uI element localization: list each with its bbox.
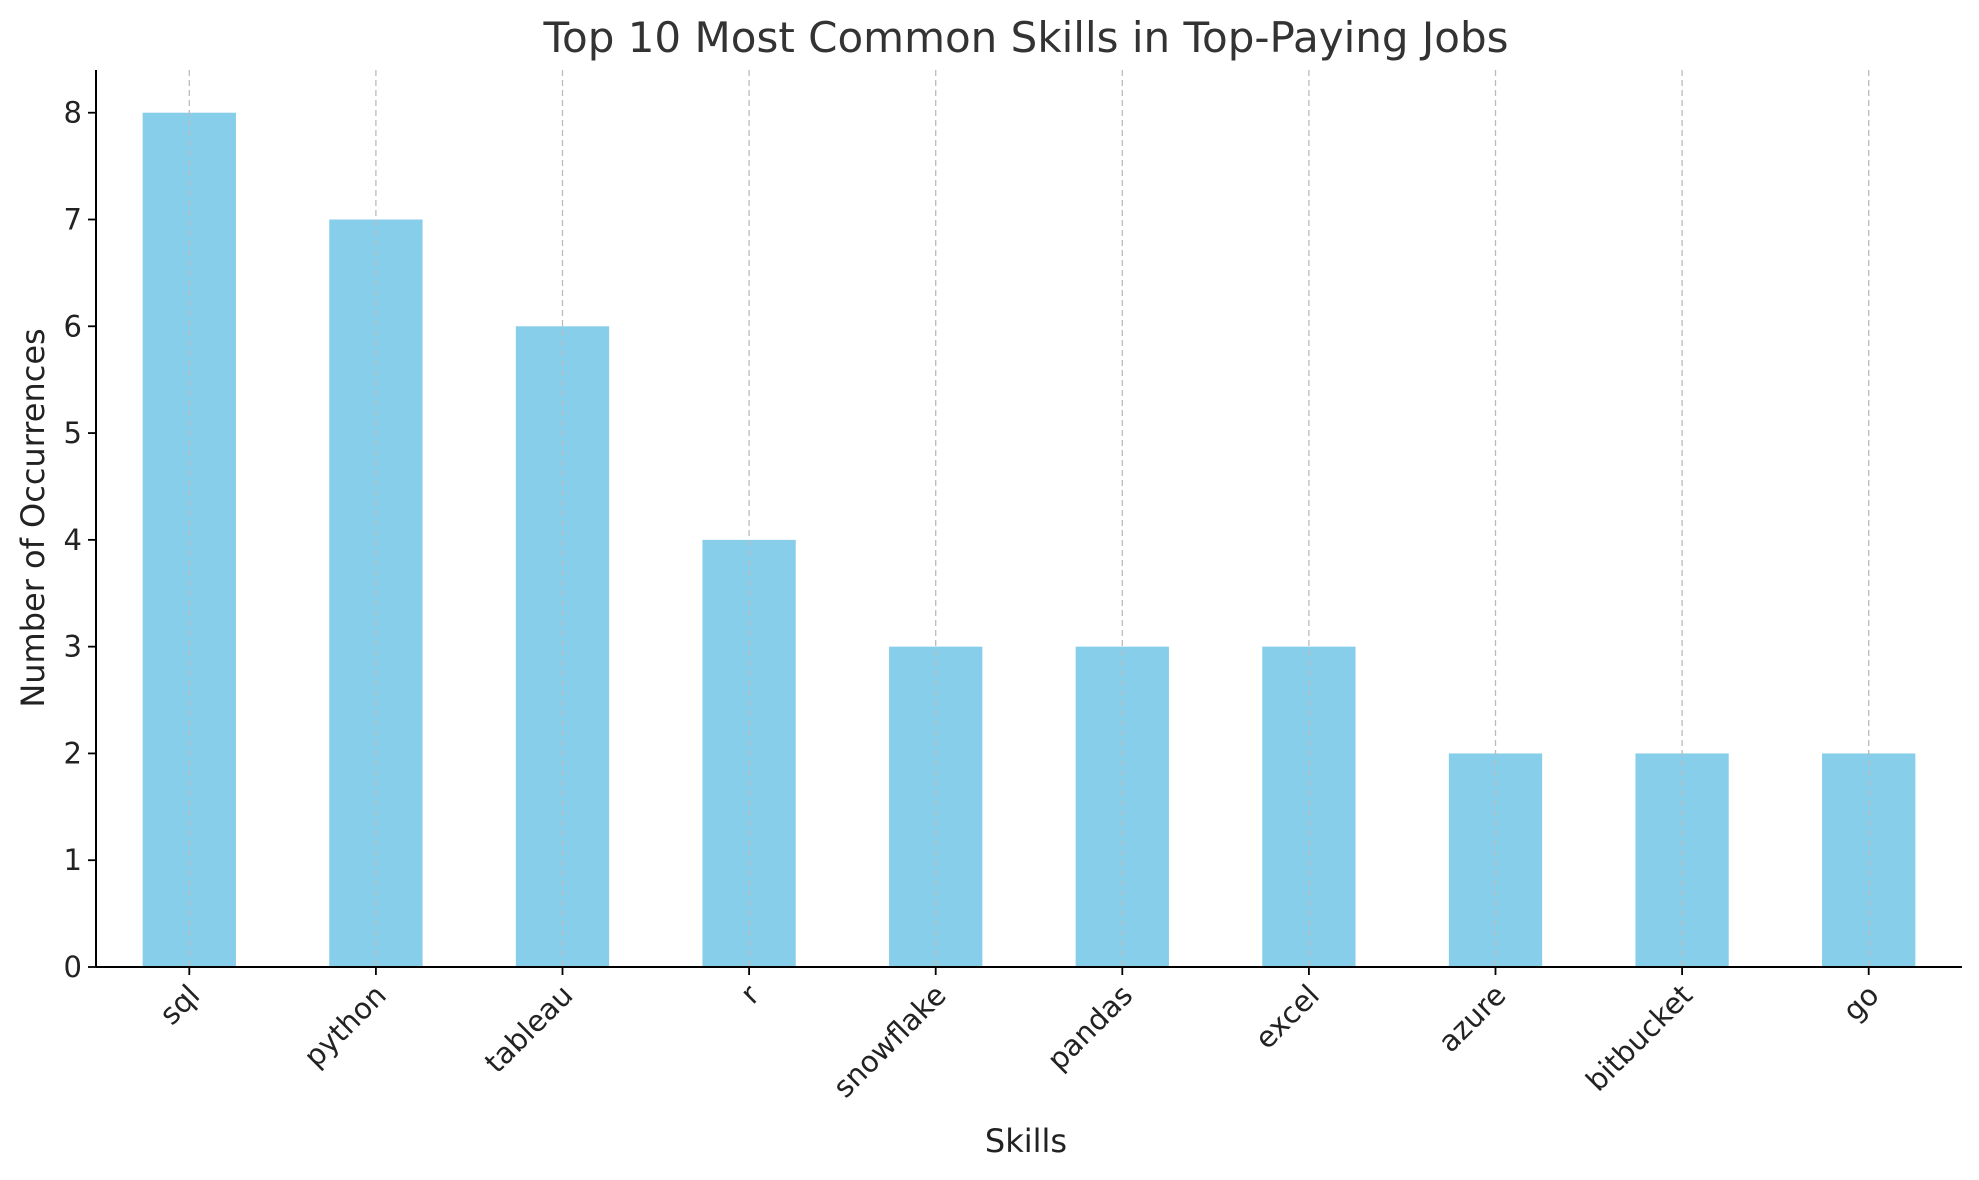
x-tick-label: sql — [153, 978, 206, 1031]
chart-title: Top 10 Most Common Skills in Top-Paying … — [542, 13, 1508, 62]
x-tick-label: pandas — [1040, 978, 1139, 1077]
y-tick-label: 2 — [64, 736, 82, 770]
y-tick-label: 4 — [64, 523, 82, 557]
x-tick-label: go — [1836, 978, 1886, 1028]
y-tick-label: 3 — [64, 630, 82, 664]
x-tick-label: azure — [1431, 978, 1512, 1059]
y-tick-label: 6 — [64, 309, 82, 343]
x-ticks: sql python tableau r snowflake pandas excel azu… — [153, 967, 1886, 1104]
x-tick-label: r — [734, 978, 767, 1011]
y-tick-label: 5 — [64, 416, 82, 450]
x-tick-label: snowflake — [826, 978, 952, 1104]
y-axis-label: Number of Occurrences — [14, 328, 52, 707]
y-tick-label: 8 — [64, 96, 82, 130]
y-ticks: 0 1 2 3 4 5 6 7 8 — [64, 96, 96, 984]
y-tick-label: 0 — [64, 950, 82, 984]
x-tick-label: tableau — [478, 978, 580, 1080]
y-tick-label: 7 — [64, 203, 82, 237]
x-axis-label: Skills — [985, 1122, 1067, 1160]
grid-layer — [188, 70, 1870, 967]
x-tick-label: bitbucket — [1579, 978, 1699, 1098]
x-tick-label: excel — [1248, 978, 1326, 1056]
bars-layer — [142, 112, 1916, 967]
x-tick-label: python — [297, 978, 393, 1074]
y-tick-label: 1 — [64, 843, 82, 877]
